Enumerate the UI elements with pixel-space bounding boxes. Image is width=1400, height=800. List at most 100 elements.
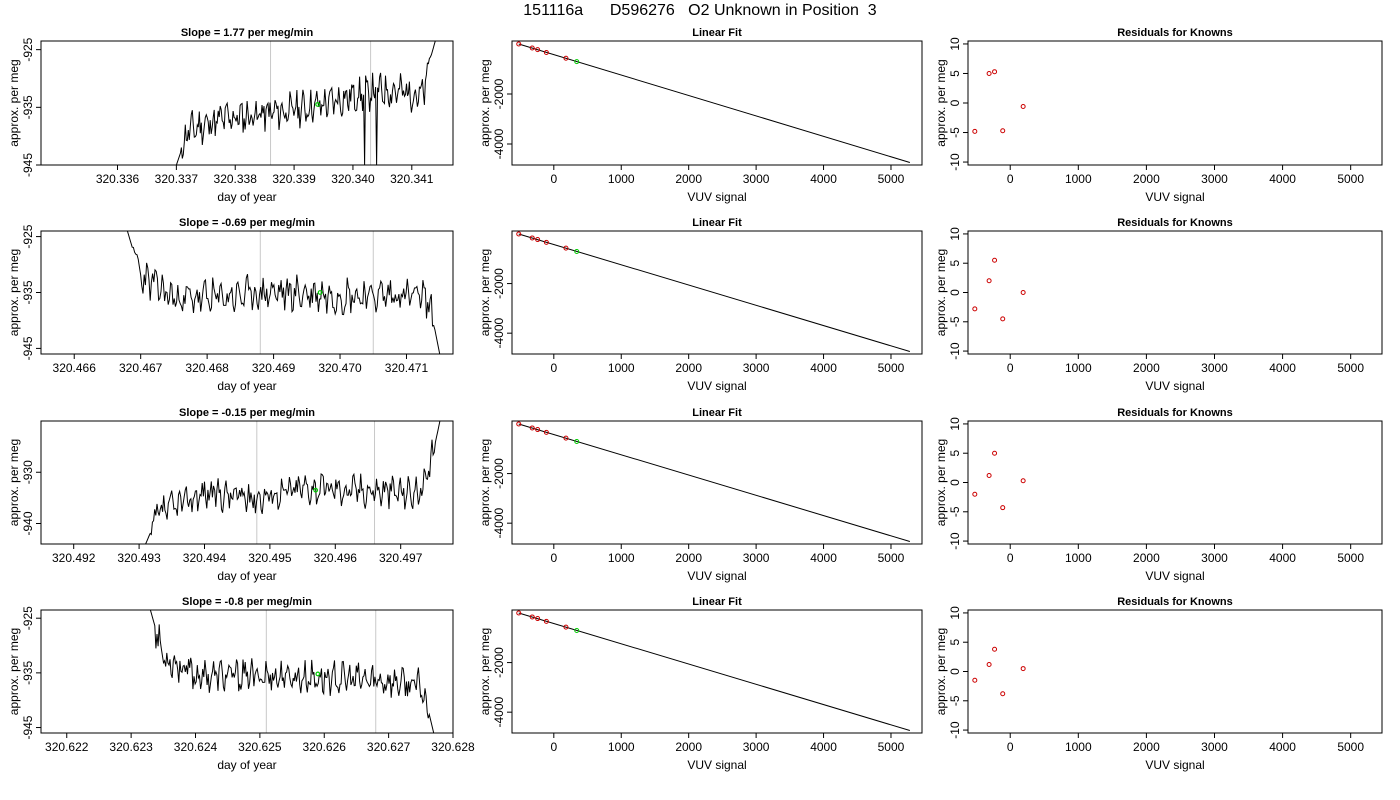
panel-r3-c3: Residuals for Knowns VUV signal approx. pe… [934, 407, 1383, 583]
x-tick-label: 0 [550, 740, 557, 754]
x-tick-label: 3000 [1201, 361, 1228, 375]
plot-frame [967, 230, 1383, 355]
y-tick-label: -2000 [492, 458, 506, 489]
y-tick-label: 0 [948, 289, 962, 296]
x-tick-label: 3000 [1201, 172, 1228, 186]
known-point [529, 45, 535, 51]
y-axis-label: approx. per meg [7, 628, 21, 715]
x-tick-label: 320.622 [45, 740, 89, 754]
x-tick-label: 5000 [878, 740, 905, 754]
x-tick-label: 320.340 [331, 172, 375, 186]
y-tick-label: -930 [21, 460, 35, 484]
x-tick-label: 4000 [810, 740, 837, 754]
x-tick-label: 3000 [1201, 740, 1228, 754]
panel-r1-c2: Linear Fit VUV signal approx. per meg 0 1000… [478, 27, 923, 204]
residual-point [1000, 316, 1006, 322]
y-tick-label: -2000 [492, 268, 506, 299]
x-tick-label: 4000 [1269, 551, 1296, 565]
known-point [516, 41, 522, 47]
y-tick-label: 5 [948, 260, 962, 267]
panel-r4-c1: Slope = -0.8 per meg/min day of year appro… [7, 596, 475, 772]
y-axis-label: approx. per meg [478, 249, 492, 336]
known-point [535, 427, 541, 433]
x-tick-label: 5000 [1337, 361, 1364, 375]
x-tick-label: 320.339 [272, 172, 316, 186]
x-axis-label: day of year [217, 379, 276, 393]
y-tick-label: -4000 [492, 128, 506, 159]
plot-frame [511, 230, 923, 355]
y-axis-label: approx. per meg [478, 439, 492, 526]
panel-r3-c2: Linear Fit VUV signal approx. per meg 0 1000… [478, 407, 923, 583]
x-tick-label: 3000 [1201, 551, 1228, 565]
x-tick-label: 0 [1007, 551, 1014, 565]
x-tick-label: 320.341 [390, 172, 434, 186]
x-tick-label: 5000 [878, 172, 905, 186]
x-tick-label: 2000 [1133, 172, 1160, 186]
y-tick-label: 5 [948, 639, 962, 646]
residual-point [1020, 104, 1026, 110]
y-tick-label: 5 [948, 450, 962, 457]
known-point [563, 55, 569, 61]
residual-point [992, 450, 998, 456]
residual-point [1000, 505, 1006, 511]
plot-area [972, 257, 1026, 322]
panel-title: Slope = -0.69 per meg/min [179, 217, 315, 229]
x-tick-label: 320.493 [117, 551, 161, 565]
y-axis-label: approx. per meg [934, 59, 948, 146]
x-tick-label: 1000 [1065, 740, 1092, 754]
plot-frame [40, 609, 454, 734]
x-tick-label: 4000 [1269, 740, 1296, 754]
residual-point [986, 70, 992, 76]
x-tick-label: 4000 [810, 551, 837, 565]
residual-point [972, 677, 978, 683]
x-tick-label: 0 [1007, 740, 1014, 754]
residual-point [972, 128, 978, 134]
x-axis-label: day of year [217, 569, 276, 583]
plot-frame [967, 420, 1383, 545]
y-tick-label: -5 [948, 316, 962, 327]
panel-title: Slope = 1.77 per meg/min [181, 27, 314, 39]
y-tick-label: 10 [948, 606, 962, 620]
y-tick-label: -940 [21, 511, 35, 535]
panel-title: Linear Fit [692, 596, 742, 608]
x-tick-label: 2000 [1133, 361, 1160, 375]
y-tick-label: -5 [948, 695, 962, 706]
x-tick-label: 2000 [1133, 740, 1160, 754]
plot-frame [967, 40, 1383, 166]
x-tick-label: 0 [550, 551, 557, 565]
data-series-line [126, 231, 441, 354]
plot-frame [40, 40, 454, 166]
x-tick-label: 0 [1007, 172, 1014, 186]
plot-area [972, 646, 1026, 697]
panel-title: Residuals for Knowns [1117, 596, 1233, 608]
plot-area [516, 41, 911, 163]
y-tick-label: -5 [948, 506, 962, 517]
y-tick-label: 0 [948, 99, 962, 106]
y-tick-label: -945 [21, 336, 35, 360]
unknown-point [574, 438, 580, 444]
residual-point [992, 646, 998, 652]
known-point [563, 624, 569, 630]
y-axis-label: approx. per meg [7, 439, 21, 526]
plot-area [126, 231, 441, 354]
residual-point [972, 306, 978, 312]
y-tick-label: 10 [948, 37, 962, 51]
residual-point [972, 491, 978, 497]
unknown-marker-point [313, 487, 319, 493]
x-tick-label: 320.470 [318, 361, 362, 375]
y-tick-label: -5 [948, 127, 962, 138]
unknown-point [574, 248, 580, 254]
panel-title: Linear Fit [692, 407, 742, 419]
panel-r3-c1: Slope = -0.15 per meg/min day of year appr… [7, 407, 454, 583]
unknown-marker-point [315, 102, 321, 107]
y-tick-label: -2000 [492, 78, 506, 109]
panel-title: Residuals for Knowns [1117, 27, 1233, 39]
known-point [563, 435, 569, 441]
panel-title: Slope = -0.8 per meg/min [182, 596, 312, 608]
y-tick-label: -925 [21, 606, 35, 630]
residual-point [1020, 666, 1026, 672]
plot-area [972, 450, 1026, 511]
x-tick-label: 320.625 [238, 740, 282, 754]
data-series-line [145, 421, 441, 544]
